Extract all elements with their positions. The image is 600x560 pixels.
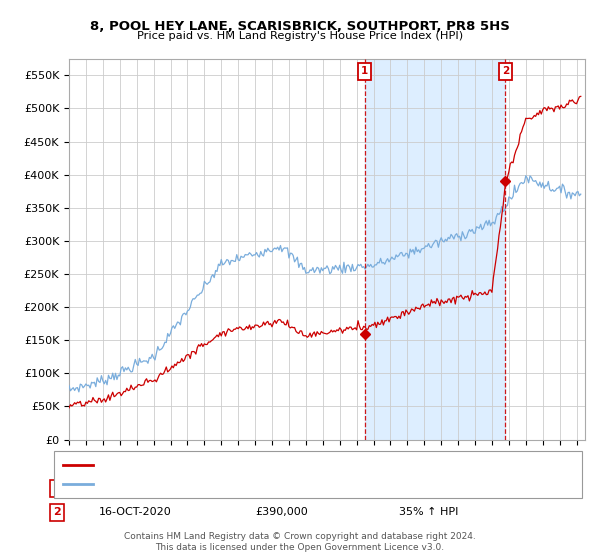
Text: 33% ↓ HPI: 33% ↓ HPI <box>399 483 458 493</box>
Text: HPI: Average price, detached house, West Lancashire: HPI: Average price, detached house, West… <box>99 479 377 489</box>
Text: Contains HM Land Registry data © Crown copyright and database right 2024.
This d: Contains HM Land Registry data © Crown c… <box>124 532 476 552</box>
Text: 35% ↑ HPI: 35% ↑ HPI <box>399 507 458 517</box>
Text: 2: 2 <box>502 67 509 76</box>
Text: £390,000: £390,000 <box>255 507 308 517</box>
Text: 16-OCT-2020: 16-OCT-2020 <box>99 507 172 517</box>
Text: 2: 2 <box>53 507 61 517</box>
Text: 22-JUN-2012: 22-JUN-2012 <box>99 483 170 493</box>
Text: 8, POOL HEY LANE, SCARISBRICK, SOUTHPORT, PR8 5HS: 8, POOL HEY LANE, SCARISBRICK, SOUTHPORT… <box>90 20 510 32</box>
Text: £160,000: £160,000 <box>255 483 308 493</box>
Text: Price paid vs. HM Land Registry's House Price Index (HPI): Price paid vs. HM Land Registry's House … <box>137 31 463 41</box>
Text: 8, POOL HEY LANE, SCARISBRICK, SOUTHPORT, PR8 5HS (detached house): 8, POOL HEY LANE, SCARISBRICK, SOUTHPORT… <box>99 460 487 470</box>
Bar <box>365 59 505 440</box>
Text: 1: 1 <box>361 67 368 76</box>
Text: 1: 1 <box>53 483 61 493</box>
